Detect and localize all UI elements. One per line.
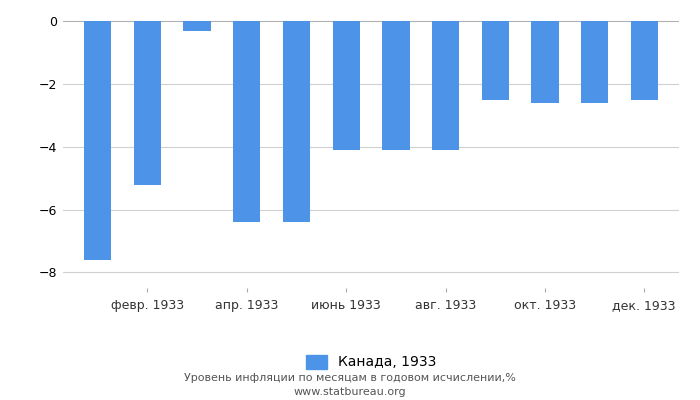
Bar [631, 22, 658, 100]
Bar [432, 22, 459, 150]
Legend: Канада, 1933: Канада, 1933 [306, 354, 436, 369]
Bar [581, 22, 608, 103]
Bar [84, 22, 111, 260]
Text: www.statbureau.org: www.statbureau.org [294, 387, 406, 397]
Bar [382, 22, 410, 150]
Bar [134, 22, 161, 184]
Bar [332, 22, 360, 150]
Bar [183, 22, 211, 31]
Bar [482, 22, 509, 100]
Bar [233, 22, 260, 222]
Text: Уровень инфляции по месяцам в годовом исчислении,%: Уровень инфляции по месяцам в годовом ис… [184, 373, 516, 383]
Bar [283, 22, 310, 222]
Bar [531, 22, 559, 103]
